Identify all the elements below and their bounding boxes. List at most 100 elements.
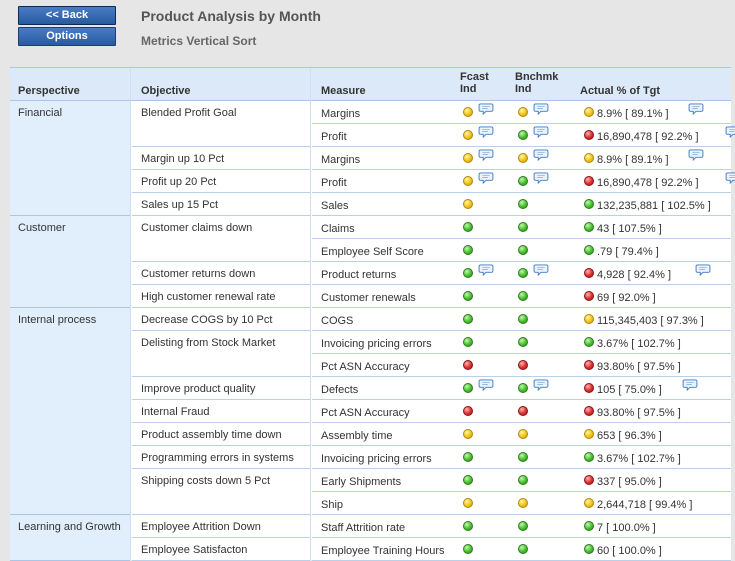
actual-status-red-icon <box>584 291 594 301</box>
comment-bubble-icon[interactable] <box>688 149 704 161</box>
measure-label[interactable]: Employee Training Hours <box>321 545 445 557</box>
actual-status-red-icon <box>584 406 594 416</box>
fcast-status-red-icon <box>463 406 473 416</box>
objective-label: Delisting from Stock Market <box>141 337 276 349</box>
options-button[interactable]: Options <box>18 27 116 46</box>
benchmark-status-green-icon <box>518 199 528 209</box>
measure-label[interactable]: Margins <box>321 154 361 166</box>
objective-label: Margin up 10 Pct <box>141 153 225 165</box>
actual-status-yellow-icon <box>584 498 594 508</box>
comment-bubble-icon[interactable] <box>533 172 549 184</box>
table-row[interactable]: Invoicing pricing errors 3.67% [ 102.7% ] <box>312 446 731 469</box>
column-divider <box>310 68 311 560</box>
actual-status-green-icon <box>584 199 594 209</box>
measure-label[interactable]: Customer renewals <box>321 292 416 304</box>
measure-label[interactable]: Pct ASN Accuracy <box>321 407 410 419</box>
actual-value: 93.80% [ 97.5% ] <box>597 361 681 373</box>
measure-label[interactable]: Defects <box>321 384 359 396</box>
col-header-fcast[interactable]: Fcast Ind <box>460 71 489 95</box>
objective-label: Customer claims down <box>141 222 253 234</box>
measure-label[interactable]: Early Shipments <box>321 476 402 488</box>
comment-bubble-icon[interactable] <box>478 126 494 138</box>
table-row[interactable]: Customer renewals 69 [ 92.0% ] <box>312 285 731 308</box>
table-row[interactable]: COGS 115,345,403 [ 97.3% ] <box>312 308 731 331</box>
table-row[interactable]: Employee Self Score .79 [ 79.4% ] <box>312 239 731 262</box>
measure-label[interactable]: Product returns <box>321 269 397 281</box>
comment-bubble-icon[interactable] <box>533 264 549 276</box>
perspective-label: Financial <box>18 107 63 119</box>
comment-bubble-icon[interactable] <box>478 379 494 391</box>
measure-label[interactable]: Staff Attrition rate <box>321 522 406 534</box>
objective-cell: Programming errors in systems <box>132 446 310 469</box>
col-header-perspective[interactable]: Perspective <box>18 85 80 97</box>
objective-cell: Customer returns down <box>132 262 310 285</box>
measure-label[interactable]: Pct ASN Accuracy <box>321 361 410 373</box>
measure-label[interactable]: Sales <box>321 200 349 212</box>
measure-label[interactable]: Invoicing pricing errors <box>321 453 432 465</box>
page-subtitle: Metrics Vertical Sort <box>141 34 257 48</box>
table-row[interactable]: Staff Attrition rate 7 [ 100.0% ] <box>312 515 731 538</box>
col-header-benchmark[interactable]: Bnchmk Ind <box>515 71 558 95</box>
table-row[interactable]: Ship 2,644,718 [ 99.4% ] <box>312 492 731 515</box>
col-header-benchmark-line1: Bnchmk <box>515 71 559 83</box>
grid-header: Perspective Objective Measure Fcast Ind … <box>10 68 731 101</box>
comment-bubble-icon[interactable] <box>478 103 494 115</box>
fcast-status-green-icon <box>463 314 473 324</box>
measure-label[interactable]: Employee Self Score <box>321 246 424 258</box>
fcast-status-green-icon <box>463 222 473 232</box>
measure-label[interactable]: Profit <box>321 177 347 189</box>
col-header-actual[interactable]: Actual % of Tgt <box>580 85 661 97</box>
actual-value: 132,235,881 [ 102.5% ] <box>597 200 711 212</box>
table-row[interactable]: Claims 43 [ 107.5% ] <box>312 216 731 239</box>
table-row[interactable]: Pct ASN Accuracy 93.80% [ 97.5% ] <box>312 400 731 423</box>
comment-bubble-icon[interactable] <box>725 126 735 138</box>
table-row[interactable]: Profit 16,890,478 [ 92.2% ] <box>312 170 731 193</box>
actual-value: 93.80% [ 97.5% ] <box>597 407 681 419</box>
table-row[interactable]: Pct ASN Accuracy 93.80% [ 97.5% ] <box>312 354 731 377</box>
actual-value: 7 [ 100.0% ] <box>597 522 656 534</box>
measure-label[interactable]: Ship <box>321 499 344 511</box>
table-row[interactable]: Sales 132,235,881 [ 102.5% ] <box>312 193 731 216</box>
measure-label[interactable]: Claims <box>321 223 355 235</box>
comment-bubble-icon[interactable] <box>478 264 494 276</box>
objective-cell: Product assembly time down <box>132 423 310 446</box>
table-row[interactable]: Defects 105 [ 75.0% ] <box>312 377 731 400</box>
comment-bubble-icon[interactable] <box>682 379 698 391</box>
objective-cell: Employee Attrition Down <box>132 515 310 538</box>
fcast-status-yellow-icon <box>463 153 473 163</box>
measure-label[interactable]: Profit <box>321 131 347 143</box>
comment-bubble-icon[interactable] <box>533 149 549 161</box>
comment-bubble-icon[interactable] <box>478 149 494 161</box>
back-button[interactable]: << Back <box>18 6 116 25</box>
comment-bubble-icon[interactable] <box>533 103 549 115</box>
table-row[interactable]: Margins 8.9% [ 89.1% ] <box>312 147 731 170</box>
table-row[interactable]: Product returns 4,928 [ 92.4% ] <box>312 262 731 285</box>
comment-bubble-icon[interactable] <box>478 172 494 184</box>
benchmark-status-green-icon <box>518 521 528 531</box>
comment-bubble-icon[interactable] <box>688 103 704 115</box>
col-header-measure[interactable]: Measure <box>321 85 366 97</box>
comment-bubble-icon[interactable] <box>533 379 549 391</box>
measure-label[interactable]: Margins <box>321 108 361 120</box>
objective-label: Employee Attrition Down <box>141 521 261 533</box>
actual-value: .79 [ 79.4% ] <box>597 246 659 258</box>
comment-bubble-icon[interactable] <box>533 126 549 138</box>
table-row[interactable]: Profit 16,890,478 [ 92.2% ] <box>312 124 731 147</box>
table-row[interactable]: Assembly time 653 [ 96.3% ] <box>312 423 731 446</box>
objective-label: Shipping costs down 5 Pct <box>141 475 271 487</box>
table-row[interactable]: Margins 8.9% [ 89.1% ] <box>312 101 731 124</box>
comment-bubble-icon[interactable] <box>725 172 735 184</box>
comment-bubble-icon[interactable] <box>695 264 711 276</box>
actual-value: 3.67% [ 102.7% ] <box>597 338 681 350</box>
metrics-grid: Perspective Objective Measure Fcast Ind … <box>10 67 735 561</box>
actual-value: 8.9% [ 89.1% ] <box>597 108 669 120</box>
actual-status-red-icon <box>584 475 594 485</box>
fcast-status-yellow-icon <box>463 176 473 186</box>
measure-label[interactable]: COGS <box>321 315 354 327</box>
measure-label[interactable]: Invoicing pricing errors <box>321 338 432 350</box>
table-row[interactable]: Early Shipments 337 [ 95.0% ] <box>312 469 731 492</box>
measure-label[interactable]: Assembly time <box>321 430 393 442</box>
table-row[interactable]: Invoicing pricing errors 3.67% [ 102.7% ] <box>312 331 731 354</box>
col-header-objective[interactable]: Objective <box>141 85 191 97</box>
perspective-cell: Internal process <box>10 308 130 515</box>
